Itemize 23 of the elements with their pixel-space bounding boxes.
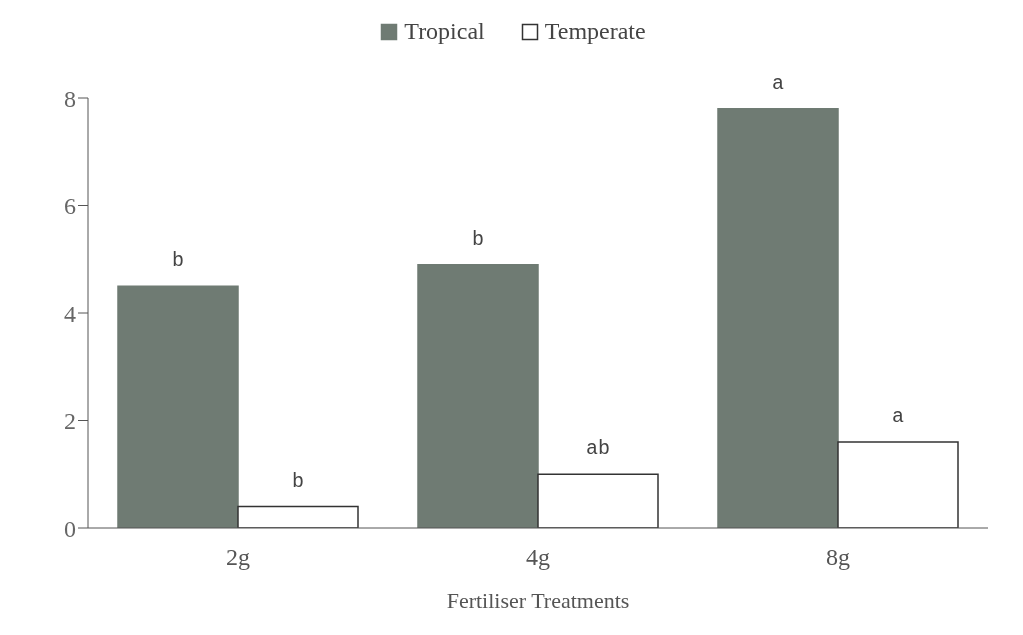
y-tick-label: 0 bbox=[64, 515, 76, 542]
y-tick-label: 8 bbox=[64, 85, 76, 112]
data-label: b bbox=[471, 227, 485, 251]
data-label: b bbox=[291, 469, 305, 493]
legend-label: Tropical bbox=[403, 18, 485, 45]
x-tick-label: 4g bbox=[526, 544, 550, 571]
bar bbox=[117, 285, 239, 528]
bar bbox=[417, 263, 539, 528]
bar bbox=[537, 473, 659, 528]
bar bbox=[237, 505, 359, 528]
x-tick-label: 2g bbox=[226, 544, 250, 571]
data-label: ab bbox=[585, 437, 611, 461]
data-label: a bbox=[891, 405, 905, 428]
y-tick-label: 4 bbox=[64, 300, 76, 327]
x-tick-label: 8g bbox=[826, 544, 850, 571]
bar bbox=[837, 441, 959, 528]
y-tick-label: 6 bbox=[64, 193, 76, 220]
bar bbox=[717, 108, 839, 528]
data-label: a bbox=[771, 71, 785, 95]
data-label: b bbox=[171, 249, 185, 273]
x-axis-title: Fertiliser Treatments bbox=[446, 588, 630, 613]
y-tick-label: 2 bbox=[64, 408, 76, 435]
legend-label: Temperate bbox=[543, 18, 646, 45]
